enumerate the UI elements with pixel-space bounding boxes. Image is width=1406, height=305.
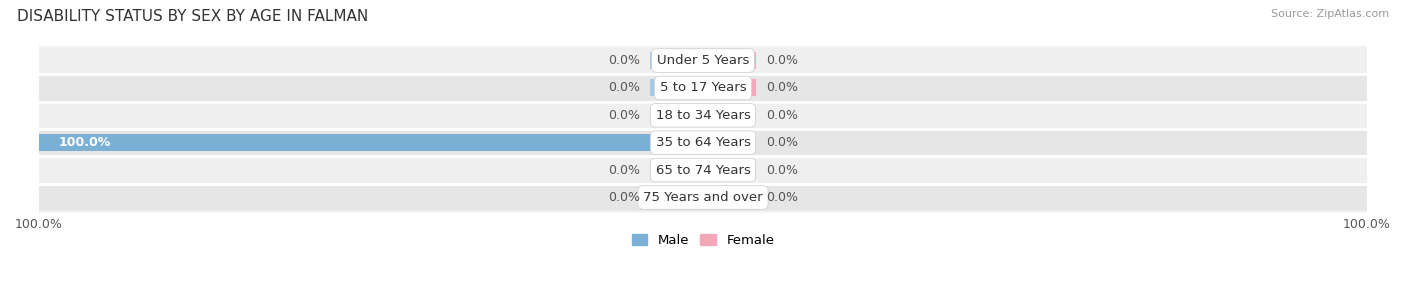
Bar — [703, 80, 756, 96]
Bar — [703, 134, 756, 151]
Text: 0.0%: 0.0% — [607, 163, 640, 177]
Text: 5 to 17 Years: 5 to 17 Years — [659, 81, 747, 95]
Bar — [703, 107, 756, 124]
Bar — [39, 156, 1367, 184]
Text: 100.0%: 100.0% — [59, 136, 111, 149]
Text: 0.0%: 0.0% — [766, 191, 799, 204]
Bar — [39, 129, 1367, 156]
Text: 0.0%: 0.0% — [766, 136, 799, 149]
Text: 0.0%: 0.0% — [607, 191, 640, 204]
Text: 0.0%: 0.0% — [607, 54, 640, 67]
Bar — [650, 107, 703, 124]
Text: Source: ZipAtlas.com: Source: ZipAtlas.com — [1271, 9, 1389, 19]
Text: 0.0%: 0.0% — [766, 81, 799, 95]
Text: 65 to 74 Years: 65 to 74 Years — [655, 163, 751, 177]
Text: 0.0%: 0.0% — [766, 54, 799, 67]
Bar — [703, 162, 756, 179]
Bar — [39, 47, 1367, 74]
Bar — [650, 80, 703, 96]
Text: DISABILITY STATUS BY SEX BY AGE IN FALMAN: DISABILITY STATUS BY SEX BY AGE IN FALMA… — [17, 9, 368, 24]
Bar — [650, 189, 703, 206]
Text: 75 Years and over: 75 Years and over — [643, 191, 763, 204]
Bar — [703, 189, 756, 206]
Bar — [650, 162, 703, 179]
Bar — [650, 52, 703, 69]
Text: 0.0%: 0.0% — [607, 81, 640, 95]
Text: Under 5 Years: Under 5 Years — [657, 54, 749, 67]
Text: 18 to 34 Years: 18 to 34 Years — [655, 109, 751, 122]
Legend: Male, Female: Male, Female — [626, 229, 780, 253]
Text: 0.0%: 0.0% — [766, 163, 799, 177]
Text: 35 to 64 Years: 35 to 64 Years — [655, 136, 751, 149]
Bar — [39, 184, 1367, 211]
Bar — [39, 74, 1367, 102]
Text: 0.0%: 0.0% — [607, 109, 640, 122]
Bar — [39, 134, 703, 151]
Bar — [703, 52, 756, 69]
Text: 0.0%: 0.0% — [766, 109, 799, 122]
Bar — [39, 102, 1367, 129]
